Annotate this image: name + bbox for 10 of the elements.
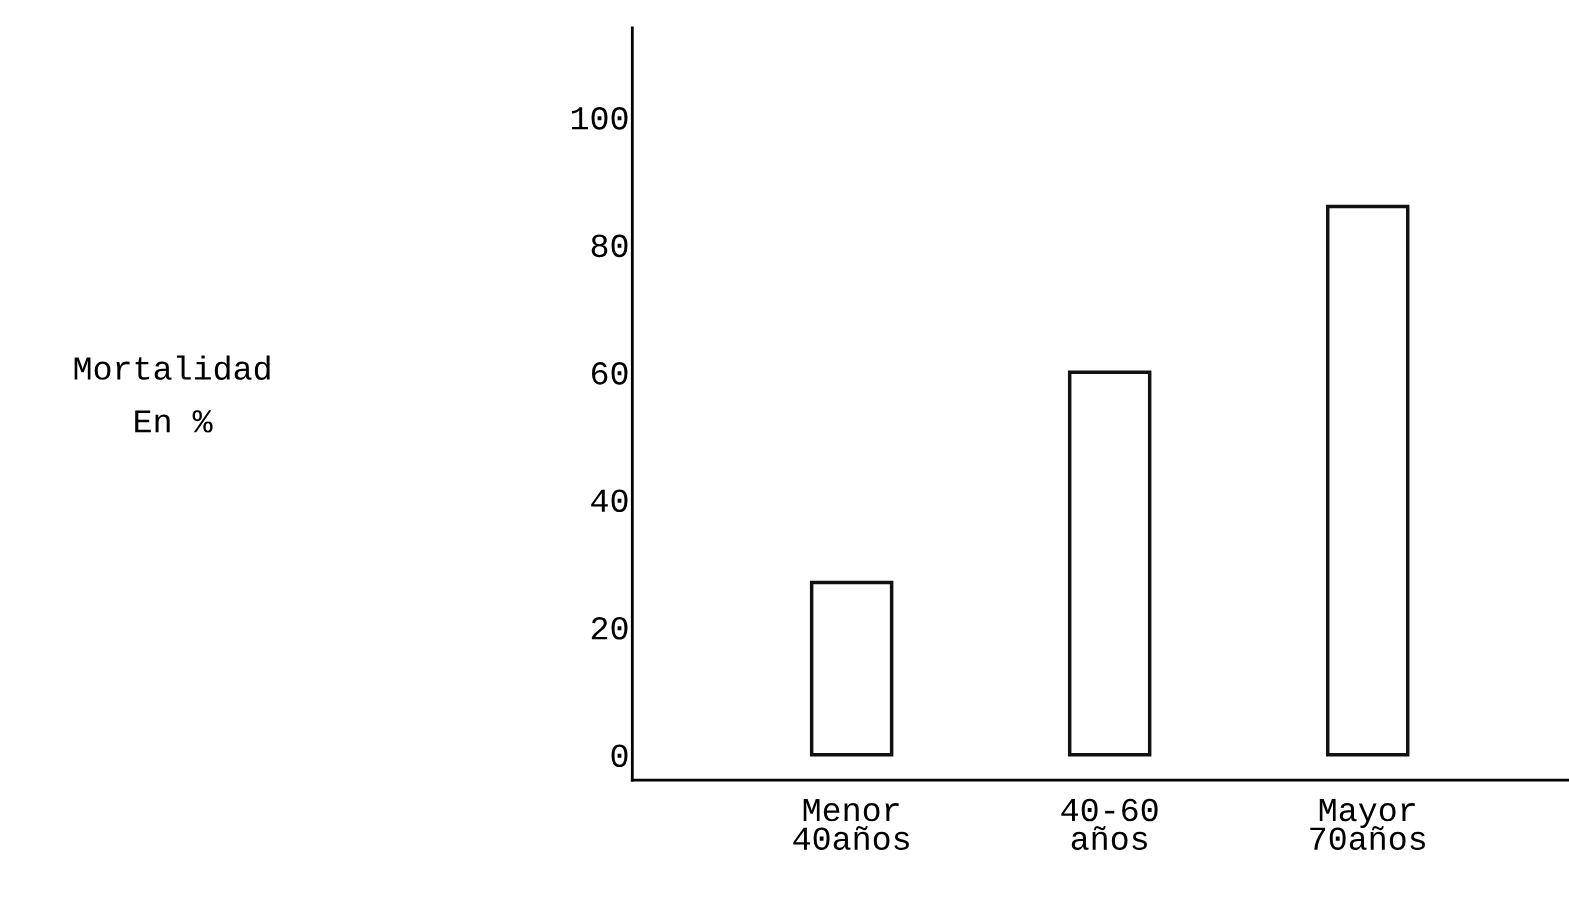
y-tick-label: 0 [611, 744, 628, 768]
x-tick-label: Menor 40años [793, 799, 909, 850]
x-tick-label: 40-60 años [1061, 798, 1158, 850]
y-tick-label: 20 [591, 616, 628, 640]
text: Mortalidad En % [74, 355, 270, 433]
y-tick-label: 60 [591, 362, 628, 385]
y-tick-label: 100 [571, 107, 628, 130]
y-tick-label: 80 [591, 234, 628, 258]
x-tick-label: Mayor 70años [1310, 799, 1425, 850]
y-tick-label: 40 [591, 489, 628, 513]
